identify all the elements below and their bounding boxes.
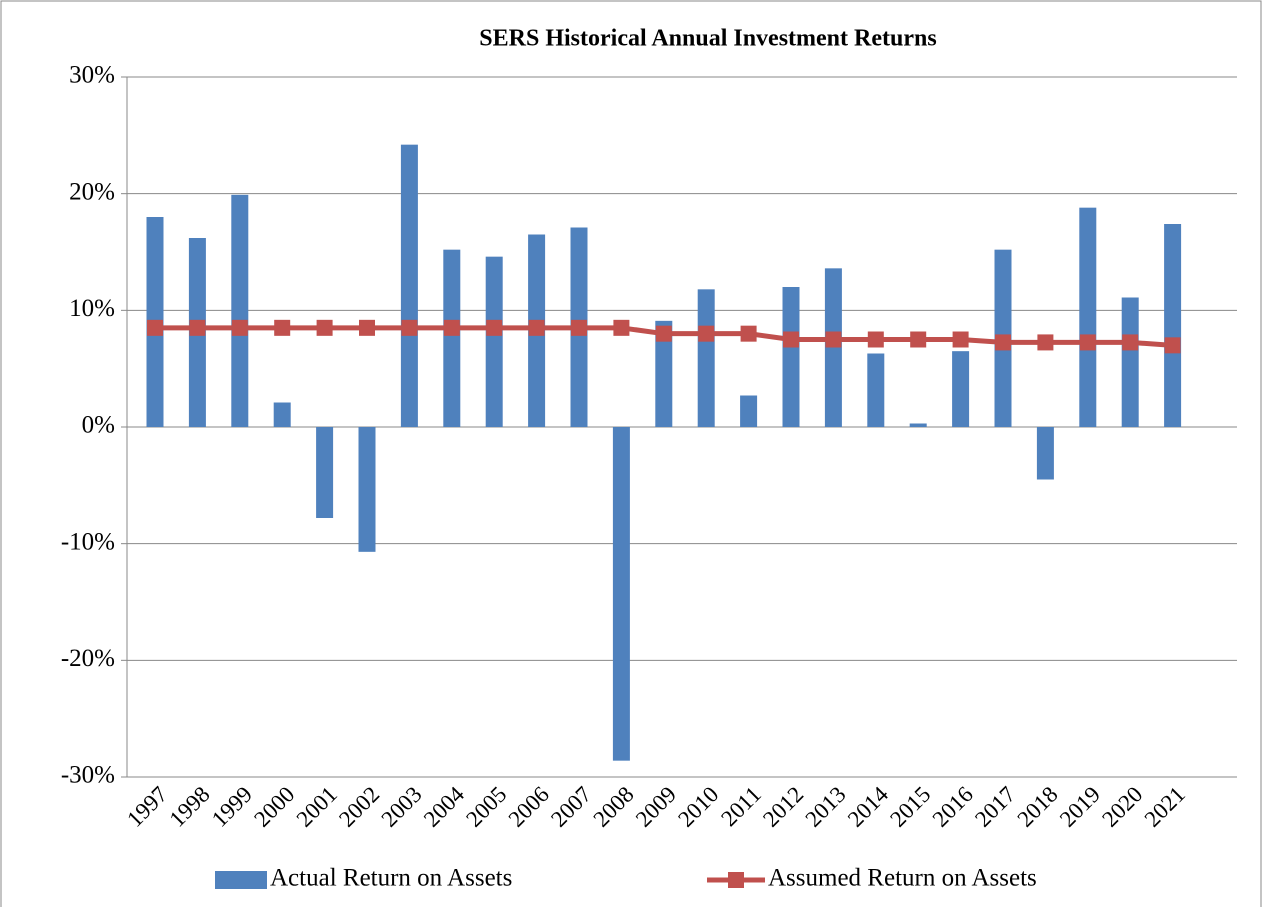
marker [571, 319, 587, 336]
bar [740, 395, 758, 427]
marker [613, 319, 630, 336]
bar [1164, 224, 1182, 427]
marker [740, 325, 757, 342]
bar [1036, 427, 1054, 480]
y-tick-label: -10% [61, 528, 115, 555]
bar [909, 423, 927, 427]
marker [1037, 334, 1054, 351]
bar [1079, 207, 1097, 427]
y-tick-label: 0% [82, 412, 115, 439]
bar [952, 351, 970, 427]
legend-swatch [728, 872, 744, 888]
marker [231, 319, 248, 336]
marker [867, 331, 884, 348]
bar [273, 402, 291, 427]
bar [697, 289, 715, 427]
marker [825, 331, 842, 348]
marker [189, 319, 206, 336]
marker [698, 325, 715, 342]
bar [867, 353, 885, 427]
marker [274, 319, 291, 336]
bar [655, 320, 673, 427]
marker [528, 319, 545, 336]
marker [486, 319, 503, 336]
bar [782, 287, 800, 427]
chart-title: SERS Historical Annual Investment Return… [479, 26, 936, 52]
bar [612, 427, 630, 761]
marker [655, 325, 672, 342]
legend-label: Actual Return on Assets [270, 865, 512, 892]
legend-swatch [215, 871, 267, 889]
marker [316, 319, 333, 336]
y-tick-label: 30% [69, 62, 115, 89]
y-tick-label: -20% [61, 645, 115, 672]
bar [316, 427, 334, 518]
marker [952, 331, 969, 348]
marker [995, 334, 1011, 351]
bar [400, 144, 418, 427]
marker [1079, 334, 1096, 351]
y-tick-label: 20% [69, 178, 115, 205]
marker [1122, 334, 1139, 351]
bar [443, 249, 461, 427]
bar [231, 194, 249, 427]
y-tick-label: -30% [61, 762, 115, 789]
marker [783, 331, 799, 348]
marker [1164, 337, 1181, 354]
marker [401, 319, 418, 336]
marker [359, 319, 375, 336]
marker [443, 319, 460, 336]
bar [485, 256, 503, 427]
bar [358, 427, 376, 552]
bar [1121, 297, 1139, 427]
bar [824, 268, 842, 427]
legend-label: Assumed Return on Assets [768, 865, 1037, 892]
y-tick-label: 10% [69, 295, 115, 322]
marker [910, 331, 927, 348]
marker [147, 319, 163, 336]
